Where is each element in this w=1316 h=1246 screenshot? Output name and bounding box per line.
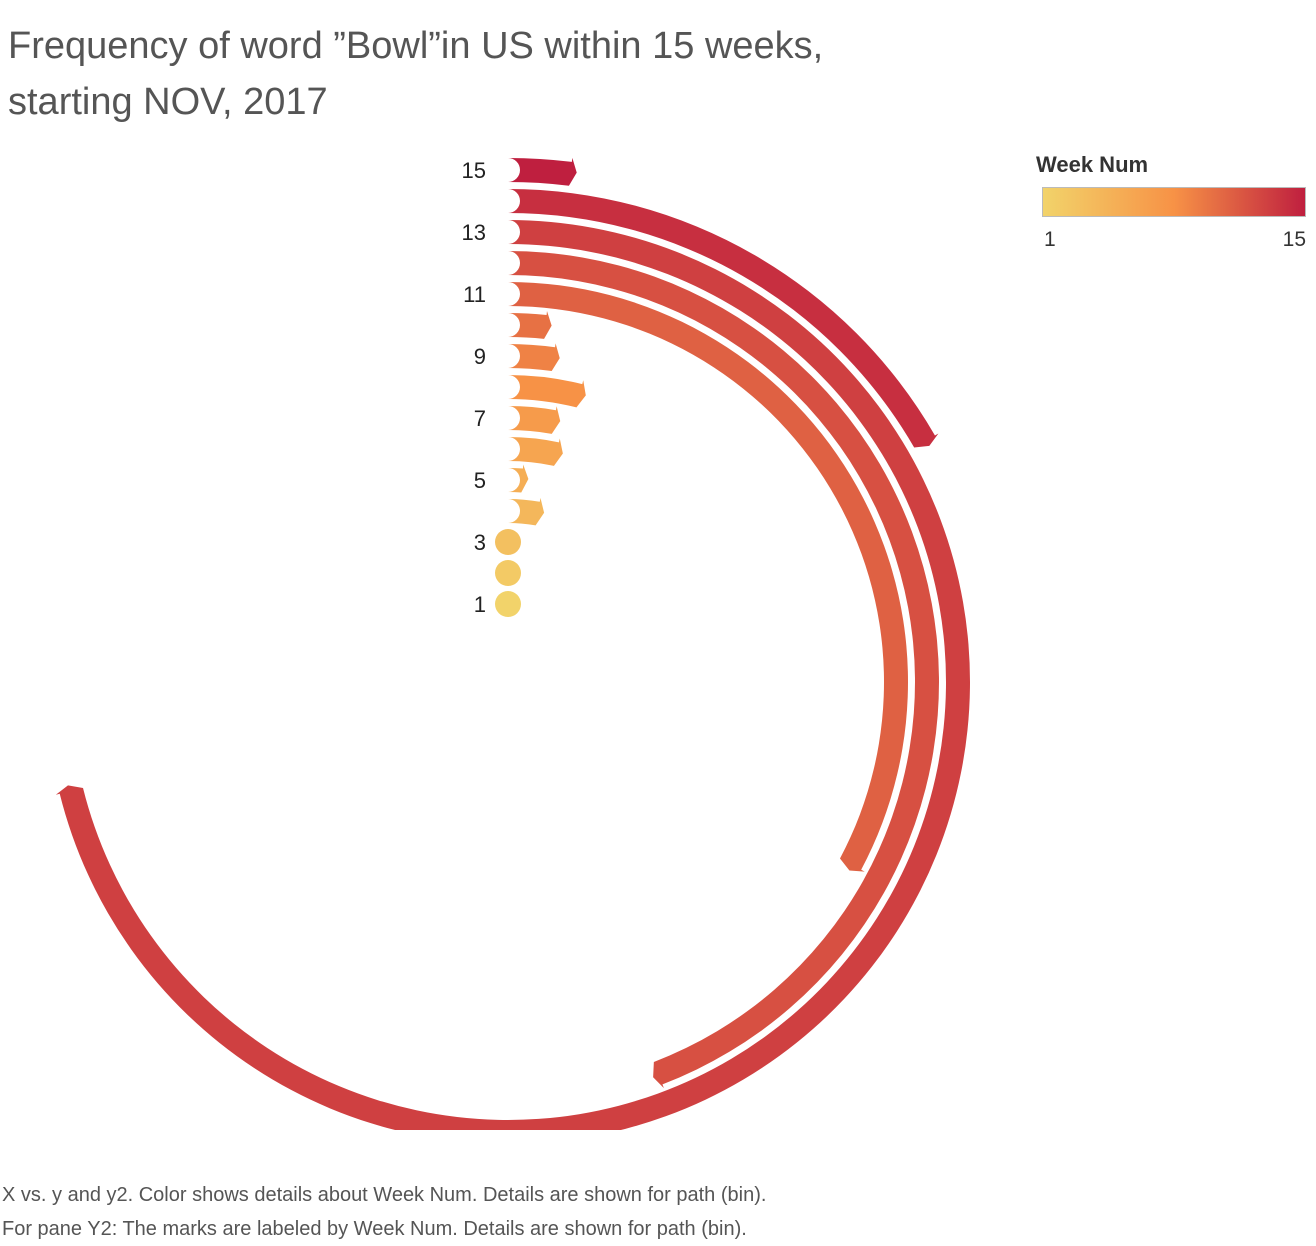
week-label-13: 13 bbox=[462, 220, 486, 245]
week-label-1: 1 bbox=[474, 592, 486, 617]
week-14-bar bbox=[508, 189, 939, 448]
week-label-9: 9 bbox=[474, 344, 486, 369]
week-7-bar bbox=[508, 406, 561, 434]
color-legend: Week Num 1 15 bbox=[1036, 152, 1308, 252]
caption: X vs. y and y2. Color shows details abou… bbox=[2, 1178, 766, 1246]
week-4-bar bbox=[508, 497, 545, 526]
week-label-3: 3 bbox=[474, 530, 486, 555]
caption-line1: X vs. y and y2. Color shows details abou… bbox=[2, 1184, 767, 1206]
caption-line2: For pane Y2: The marks are labeled by We… bbox=[2, 1218, 747, 1240]
week-label-5: 5 bbox=[474, 468, 486, 493]
chart-title: Frequency of word ”Bowl”in US within 15 … bbox=[8, 18, 1008, 130]
week-9-bar bbox=[508, 343, 560, 372]
week-10-bar bbox=[508, 311, 552, 339]
chart-title-line1: Frequency of word ”Bowl”in US within 15 … bbox=[8, 25, 824, 67]
week-5-bar bbox=[508, 464, 529, 493]
week-13-bar bbox=[55, 220, 970, 1130]
chart-title-line2: starting NOV, 2017 bbox=[8, 81, 328, 123]
week-11-bar bbox=[508, 282, 908, 872]
week-6-bar bbox=[508, 437, 563, 466]
week-1-bar bbox=[495, 591, 521, 617]
legend-title: Week Num bbox=[1036, 152, 1149, 177]
week-15-bar bbox=[508, 157, 577, 186]
chart-marks bbox=[55, 157, 970, 1130]
week-label-15: 15 bbox=[462, 158, 486, 183]
week-label-11: 11 bbox=[463, 282, 486, 307]
week-2-bar bbox=[495, 560, 521, 586]
legend-max-label: 15 bbox=[1282, 228, 1306, 251]
week-8-bar bbox=[508, 375, 586, 408]
legend-gradient-bar bbox=[1042, 187, 1306, 217]
week-label-7: 7 bbox=[474, 406, 486, 431]
legend-min-label: 1 bbox=[1044, 228, 1056, 251]
week-3-bar bbox=[495, 529, 521, 555]
